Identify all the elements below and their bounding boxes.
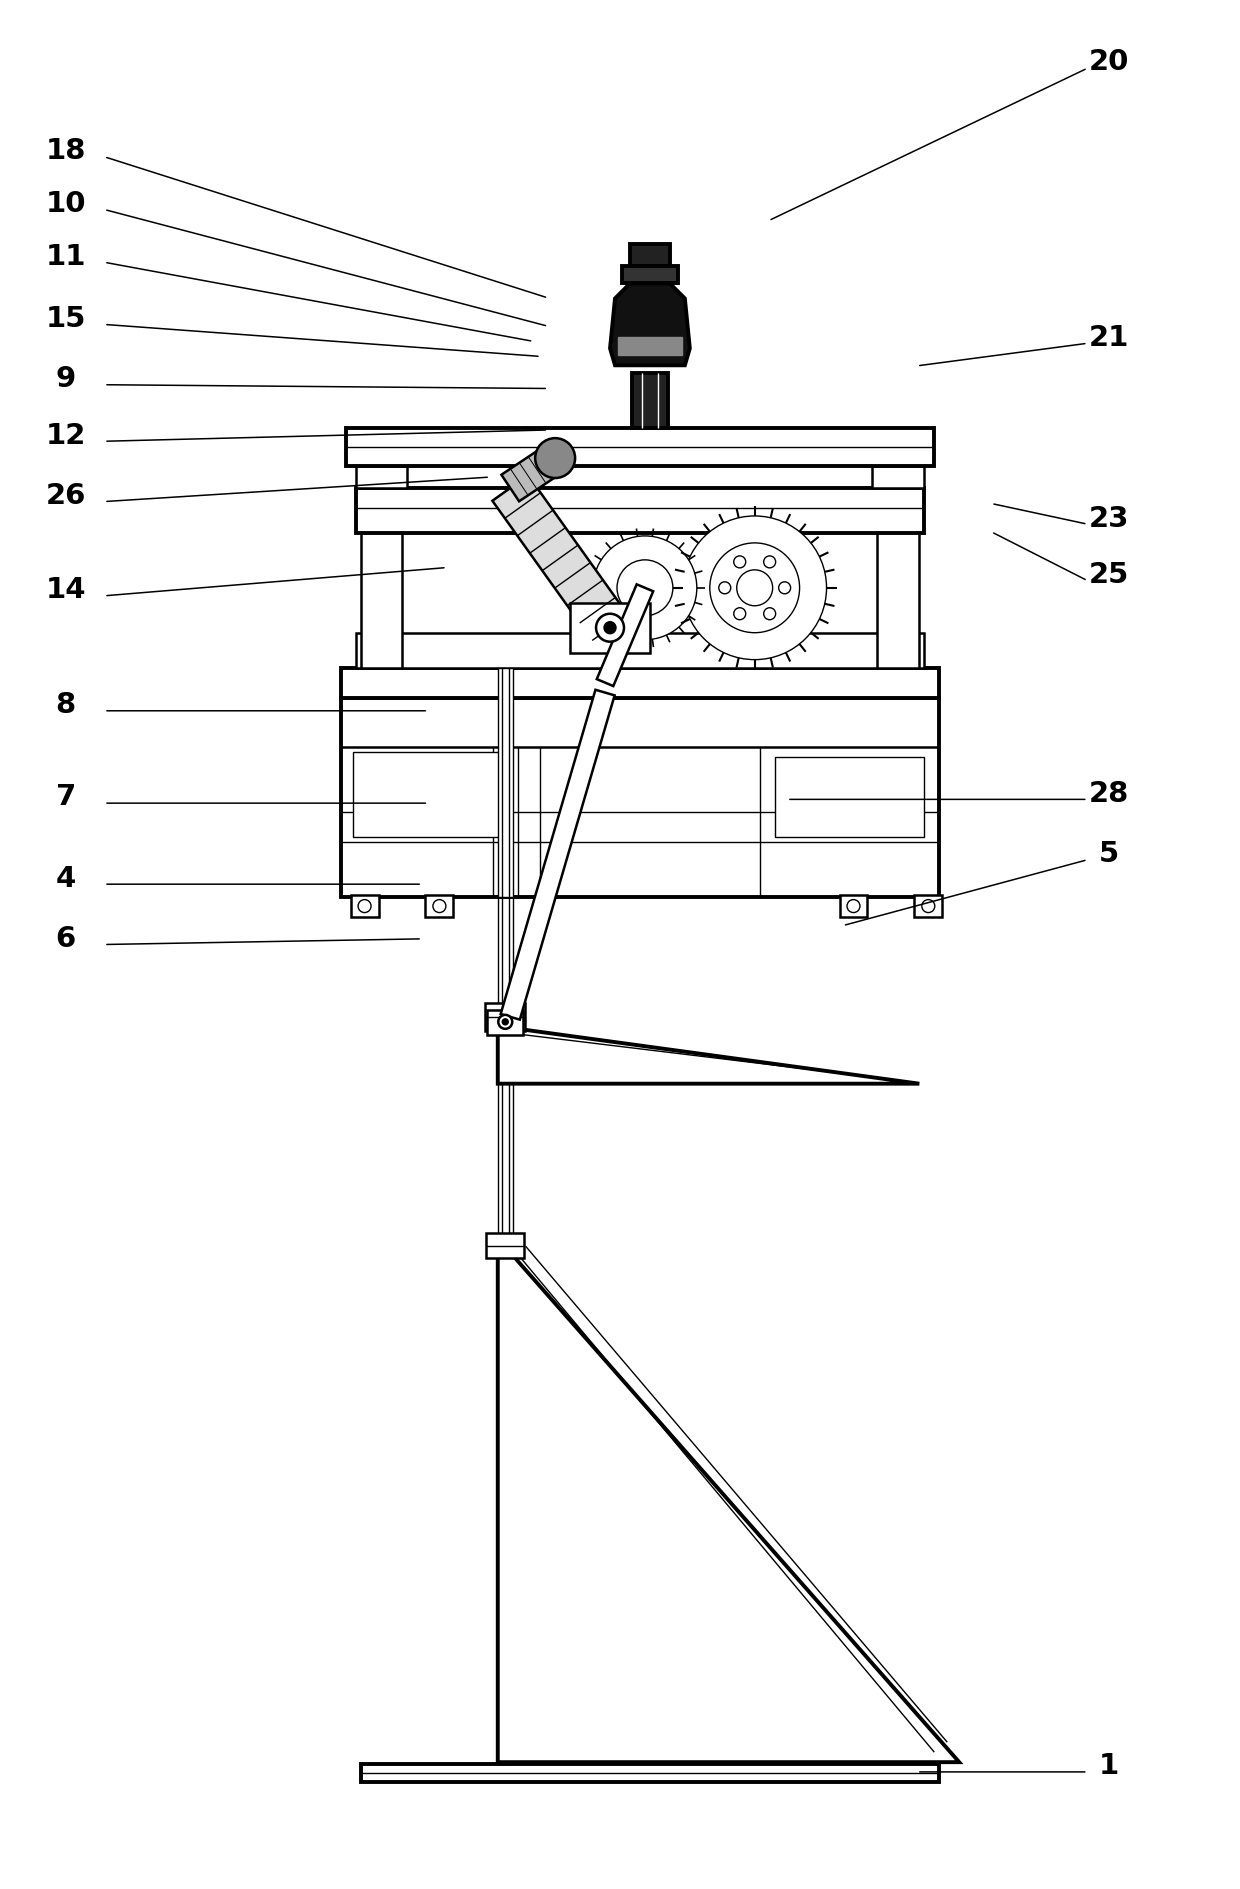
Circle shape: [618, 559, 673, 616]
Circle shape: [536, 438, 575, 478]
Bar: [775, 757, 924, 837]
Circle shape: [433, 899, 446, 912]
Circle shape: [358, 899, 371, 912]
Circle shape: [719, 582, 730, 593]
Text: 9: 9: [56, 365, 76, 393]
Circle shape: [764, 555, 776, 569]
Bar: [487, 1011, 523, 1035]
Bar: [352, 752, 507, 837]
Bar: [878, 508, 919, 667]
Bar: [356, 633, 924, 667]
Text: 1: 1: [1099, 1753, 1118, 1779]
Text: 12: 12: [46, 421, 86, 450]
Bar: [618, 338, 682, 355]
Text: 11: 11: [46, 242, 86, 270]
Bar: [630, 244, 670, 266]
Circle shape: [764, 608, 776, 620]
Bar: [356, 467, 408, 487]
Text: 4: 4: [56, 865, 76, 892]
Bar: [570, 603, 650, 654]
Circle shape: [596, 614, 624, 642]
Text: 7: 7: [56, 784, 76, 812]
Text: 6: 6: [56, 926, 76, 952]
Bar: [341, 667, 939, 697]
Bar: [873, 467, 924, 487]
Bar: [356, 487, 924, 533]
Circle shape: [604, 621, 616, 633]
Bar: [497, 710, 513, 1764]
Polygon shape: [596, 584, 653, 686]
Circle shape: [921, 899, 935, 912]
Circle shape: [683, 516, 827, 659]
Bar: [341, 697, 939, 897]
Circle shape: [498, 1014, 512, 1030]
Polygon shape: [492, 476, 627, 640]
Text: 15: 15: [46, 304, 86, 332]
Bar: [485, 1003, 525, 1031]
Circle shape: [709, 542, 800, 633]
Bar: [839, 895, 868, 916]
Bar: [486, 1234, 523, 1258]
Circle shape: [734, 608, 745, 620]
Circle shape: [734, 555, 745, 569]
Text: 5: 5: [1099, 841, 1118, 869]
Bar: [361, 1764, 939, 1781]
Bar: [346, 429, 934, 467]
Circle shape: [847, 899, 861, 912]
Bar: [914, 895, 942, 916]
Text: 25: 25: [1089, 561, 1128, 589]
Polygon shape: [610, 283, 689, 365]
Bar: [622, 266, 678, 283]
Text: 23: 23: [1089, 504, 1128, 533]
Text: 28: 28: [1089, 780, 1128, 808]
Text: 21: 21: [1089, 323, 1128, 351]
Polygon shape: [497, 1030, 919, 1084]
Text: 10: 10: [46, 189, 86, 217]
Text: 18: 18: [46, 138, 86, 164]
Circle shape: [593, 536, 697, 640]
Text: 14: 14: [46, 576, 86, 604]
Circle shape: [737, 570, 773, 606]
Text: 8: 8: [56, 691, 76, 720]
Text: 20: 20: [1089, 49, 1128, 76]
Circle shape: [779, 582, 791, 593]
Bar: [497, 667, 513, 897]
Bar: [632, 374, 668, 429]
Circle shape: [502, 1018, 508, 1026]
Polygon shape: [497, 1239, 960, 1762]
Bar: [351, 895, 378, 916]
Polygon shape: [501, 444, 564, 501]
Bar: [425, 895, 454, 916]
Text: 26: 26: [46, 482, 86, 510]
Bar: [361, 508, 403, 667]
Polygon shape: [501, 689, 615, 1020]
